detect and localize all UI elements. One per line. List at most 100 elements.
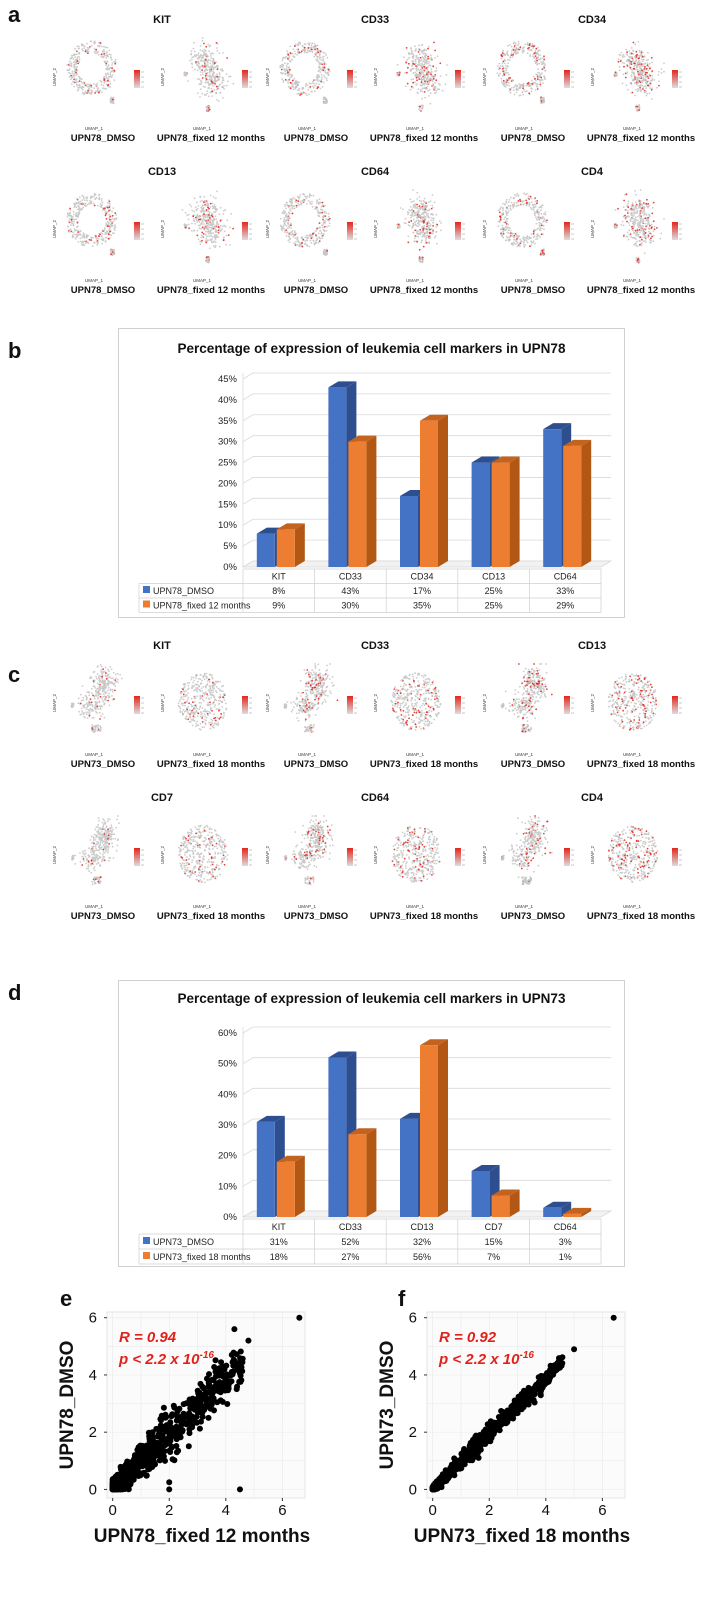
umap-cell-point [530,90,533,93]
umap-cell-point [105,54,108,57]
umap-cell-point [630,74,633,76]
umap-cell-point [516,89,518,91]
umap-cell-point [643,212,646,215]
umap-cell-point [417,76,420,78]
umap-cell-point [321,201,324,204]
umap-cell-point [211,226,214,229]
umap-cell-point [115,680,118,683]
umap-cell-point [104,214,107,217]
umap-cell-point [643,206,646,209]
umap-cell-point [101,235,103,238]
umap-cell-point [86,42,88,45]
umap-cell-point [648,62,651,65]
umap-cell-point [414,237,416,240]
umap-cell-point [631,236,634,239]
umap-cell-point [215,234,218,236]
umap-cell-point [503,218,506,220]
umap-cell-point [439,220,441,222]
umap-cell-point [285,235,288,237]
umap-cell-point [434,57,436,59]
condition-label: UPN78_fixed 12 months [586,285,696,296]
umap-cell-point [81,48,83,51]
umap-cell-point [199,243,202,246]
umap-cell-point [425,79,428,82]
umap-cell-point [509,207,512,210]
umap-cell-point [213,88,216,91]
umap-cell-point [205,237,208,240]
umap-cell-point [522,47,525,49]
umap-cell-point [516,192,519,195]
umap-cell-point [286,231,288,234]
umap-cell-point [92,680,95,682]
umap-cell-point [503,58,506,61]
umap-cell-point [109,682,112,684]
umap-cell-point [199,218,202,221]
umap-cell-point [105,46,107,49]
umap-cell-point [512,205,514,208]
umap-cell-point [294,198,296,200]
umap-cell-point [198,62,200,64]
umap-cell-point [76,220,79,223]
umap-cell-point [206,69,209,72]
umap-cell-point [326,252,328,255]
umap-cell-point [206,55,209,58]
umap-cell-point [620,51,623,54]
umap-cell-point [525,199,528,202]
umap-cell-point [525,84,528,87]
umap-cell-point [420,221,423,223]
umap-cell-point [66,63,69,66]
umap-cell-point [647,236,650,239]
umap-cell-point [541,63,544,65]
umap-cell-point [209,75,212,78]
umap-cell-point [73,233,76,236]
umap-cell-point [114,58,117,61]
umap-y-axis-label: UMAP_2 [590,68,595,87]
umap-cell-point [218,76,221,78]
umap-cell-point [640,50,643,52]
color-scale-bar [242,222,248,240]
umap-cell-point [196,213,199,216]
umap-cell-point [414,229,417,232]
umap-cell-point [89,675,92,678]
umap-cell-point [84,694,87,697]
umap-cell-point [431,194,434,196]
umap-cell-point [297,81,299,84]
umap-cell-point [637,87,639,90]
umap-cell-point [91,727,93,729]
umap-cell-point [298,243,301,246]
umap-cell-point [499,65,502,67]
umap-cell-point [630,63,633,65]
umap-cell-point [321,86,324,88]
umap-cell-point [421,207,424,209]
umap-cell-point [194,206,197,209]
umap-cell-point [190,205,193,208]
umap-cell-point [323,225,326,228]
umap-cell-point [206,61,209,64]
umap-cell-point [311,206,314,208]
umap-cell-point [291,52,294,55]
umap-cell-point [96,688,98,690]
umap-cell-point [187,80,189,82]
umap-cell-point [634,82,636,84]
umap-cell-point [290,224,292,227]
umap-cell-point [418,248,421,251]
umap-cell-point [85,708,88,711]
umap-cell-point [201,64,203,67]
umap-cell-point [540,217,543,220]
umap-cell-point [302,238,305,241]
umap-cell-point [310,194,313,197]
gene-label: KIT [153,14,171,26]
umap-cell-point [75,81,78,83]
umap-cell-point [317,69,320,72]
umap-cell-point [634,60,637,63]
umap-cell-point [507,54,509,56]
umap-y-axis-label: UMAP_2 [482,220,487,239]
umap-cell-point [201,73,204,76]
umap-cell-point [84,48,87,51]
umap-cell-point [214,225,217,227]
umap-cell-point [546,219,548,222]
umap-cell-point [301,236,303,239]
umap-cell-point [202,56,204,58]
